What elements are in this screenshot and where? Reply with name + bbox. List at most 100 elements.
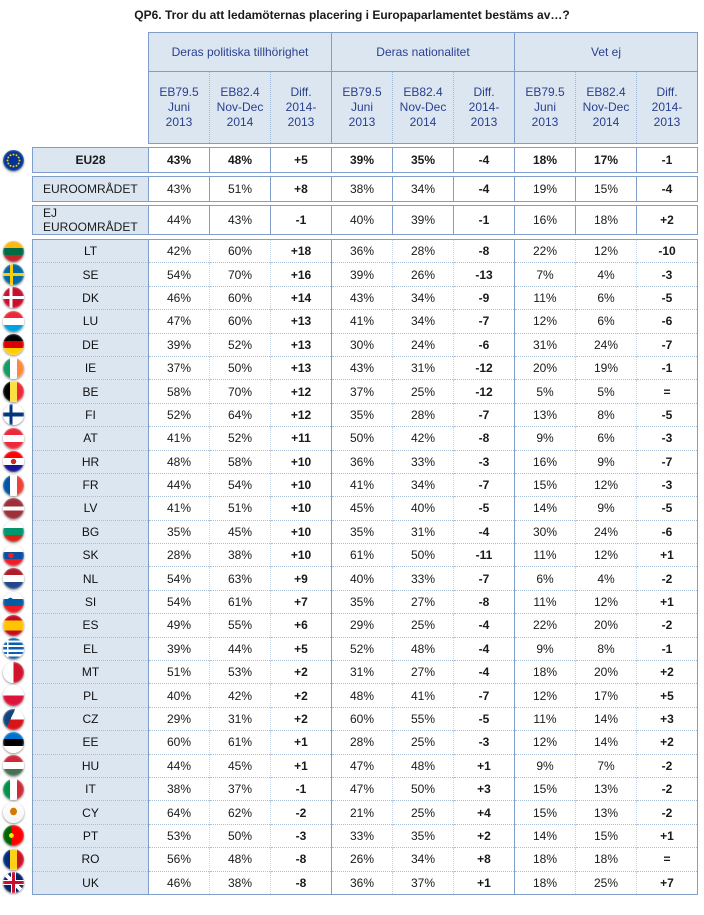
value-cell: 24% xyxy=(575,519,637,544)
table-row-uk: UK 46% 38% -8 36% 37% +1 18% 25% +7 xyxy=(32,870,698,895)
diff-cell: -8 xyxy=(270,870,332,895)
value-cell: 37% xyxy=(331,379,393,404)
value-cell: 52% xyxy=(331,636,393,661)
diff-cell: +12 xyxy=(270,402,332,427)
value-cell: 42% xyxy=(209,683,271,708)
value-cell: 35% xyxy=(331,519,393,544)
value-cell: 44% xyxy=(148,753,210,778)
value-cell: 34% xyxy=(392,472,454,497)
diff-cell: +3 xyxy=(453,776,515,801)
row-label: DE xyxy=(32,332,149,357)
subheader-line: 2013 xyxy=(653,115,681,129)
diff-cell: -6 xyxy=(453,332,515,357)
value-cell: 39% xyxy=(331,147,393,173)
subheader-line: 2013 xyxy=(165,115,193,129)
value-cell: 36% xyxy=(331,449,393,474)
value-cell: 37% xyxy=(392,870,454,895)
diff-cell: +14 xyxy=(270,285,332,310)
diff-cell: +10 xyxy=(270,543,332,567)
value-cell: 56% xyxy=(148,847,210,872)
subheader-line: 2013 xyxy=(531,115,559,129)
subheader-eb79: EB79.5 Juni 2013 xyxy=(331,71,393,144)
diff-cell: -4 xyxy=(453,519,515,544)
diff-cell: -3 xyxy=(270,823,332,848)
row-label: LT xyxy=(32,238,149,263)
value-cell: 34% xyxy=(392,309,454,334)
diff-cell: +10 xyxy=(270,472,332,497)
flag-lt-icon xyxy=(3,240,24,262)
value-cell: 47% xyxy=(148,309,210,334)
value-cell: 8% xyxy=(575,636,637,661)
value-cell: 14% xyxy=(575,706,637,731)
flag-column xyxy=(0,0,30,915)
diff-cell: +2 xyxy=(453,823,515,848)
value-cell: 18% xyxy=(514,147,576,173)
diff-cell: +1 xyxy=(453,753,515,778)
value-cell: 62% xyxy=(209,800,271,825)
diff-cell: +5 xyxy=(270,636,332,661)
row-label: MT xyxy=(32,660,149,684)
flag-fr-icon xyxy=(3,474,24,496)
value-cell: 17% xyxy=(575,683,637,708)
value-cell: 50% xyxy=(209,823,271,848)
diff-cell: -5 xyxy=(636,402,698,427)
row-label: EJ EUROOMRÅDET xyxy=(32,205,149,235)
value-cell: 27% xyxy=(392,660,454,684)
value-cell: 18% xyxy=(575,205,637,235)
value-cell: 22% xyxy=(514,238,576,263)
value-cell: 18% xyxy=(514,870,576,895)
flag-ee-icon xyxy=(3,731,24,753)
flag-be-icon xyxy=(3,381,24,403)
value-cell: 15% xyxy=(575,176,637,202)
value-cell: 49% xyxy=(148,613,210,638)
value-cell: 46% xyxy=(148,285,210,310)
value-cell: 47% xyxy=(331,776,393,801)
row-label: SI xyxy=(32,589,149,614)
value-cell: 38% xyxy=(148,776,210,801)
value-cell: 54% xyxy=(148,262,210,287)
value-cell: 35% xyxy=(331,402,393,427)
subheader-line: Diff. xyxy=(656,85,678,99)
value-cell: 48% xyxy=(392,636,454,661)
value-cell: 58% xyxy=(148,379,210,404)
value-cell: 64% xyxy=(209,402,271,427)
value-cell: 44% xyxy=(148,472,210,497)
value-cell: 51% xyxy=(148,660,210,684)
diff-cell: +2 xyxy=(636,660,698,684)
value-cell: 50% xyxy=(209,355,271,380)
value-cell: 33% xyxy=(392,449,454,474)
subheader-eb82: EB82.4 Nov-Dec 2014 xyxy=(575,71,637,144)
table-row-ee: EE 60% 61% +1 28% 25% -3 12% 14% +2 xyxy=(32,730,698,755)
value-cell: 63% xyxy=(209,566,271,591)
value-cell: 42% xyxy=(148,238,210,263)
value-cell: 12% xyxy=(514,683,576,708)
subheader-line: 2013 xyxy=(348,115,376,129)
diff-cell: -1 xyxy=(636,355,698,380)
row-label: DK xyxy=(32,285,149,310)
value-cell: 53% xyxy=(209,660,271,684)
diff-cell: -4 xyxy=(636,176,698,202)
table-row-lu: LU 47% 60% +13 41% 34% -7 12% 6% -6 xyxy=(32,309,698,334)
row-label: EUROOMRÅDET xyxy=(32,176,149,202)
value-cell: 51% xyxy=(209,496,271,521)
value-cell: 44% xyxy=(209,636,271,661)
diff-cell: -8 xyxy=(270,847,332,872)
value-cell: 26% xyxy=(331,847,393,872)
table-row-el: EL 39% 44% +5 52% 48% -4 9% 8% -1 xyxy=(32,636,698,661)
subheader-line: Juni xyxy=(533,100,556,114)
value-cell: 60% xyxy=(209,309,271,334)
value-cell: 40% xyxy=(331,205,393,235)
flag-uk-icon xyxy=(3,872,24,894)
subheader-line: EB82.4 xyxy=(403,85,443,99)
diff-cell: -5 xyxy=(453,496,515,521)
value-cell: 16% xyxy=(514,205,576,235)
flag-ie-icon xyxy=(3,357,24,379)
flag-sk-icon xyxy=(3,544,24,566)
flag-lu-icon xyxy=(3,310,24,332)
subheader-line: 2014- xyxy=(468,100,500,114)
value-cell: 25% xyxy=(392,379,454,404)
value-cell: 35% xyxy=(392,147,454,173)
row-label: IE xyxy=(32,355,149,380)
value-cell: 25% xyxy=(575,870,637,895)
subheader-eb79: EB79.5 Juni 2013 xyxy=(514,71,576,144)
